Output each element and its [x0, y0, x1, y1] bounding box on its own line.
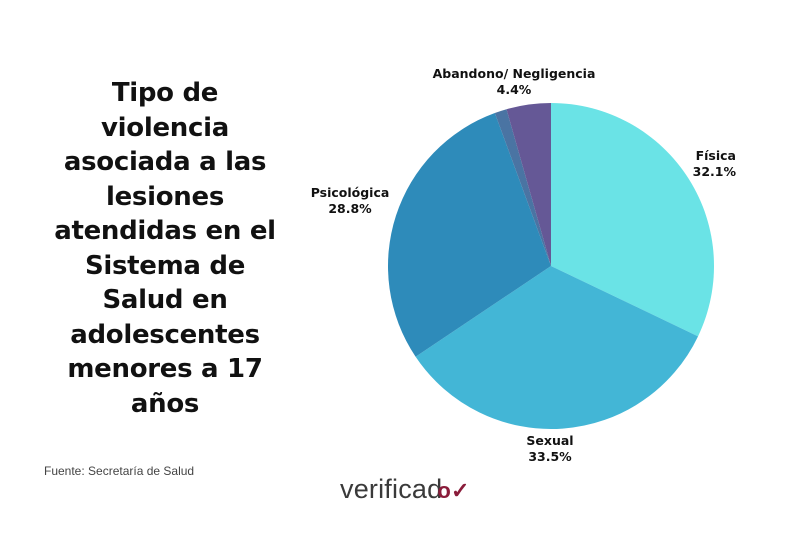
title-line: adolescentes: [70, 319, 260, 350]
label-value: 4.4%: [496, 82, 532, 97]
pie-slices: [387, 103, 714, 430]
title-line: Salud en: [102, 285, 228, 315]
pie-slice: [506, 103, 551, 266]
pie-slice: [494, 109, 551, 267]
title-line: atendidas en el: [54, 216, 276, 246]
label-fisica: Física 32.1%: [660, 148, 736, 180]
label-sexual: Sexual 33.5%: [510, 433, 590, 465]
label-psicologica: Psicológica 28.8%: [305, 185, 395, 217]
title-line: menores a 17: [67, 354, 263, 384]
label-name: Abandono/ Negligencia: [432, 66, 596, 81]
label-abandono: Abandono/ Negligencia 4.4%: [414, 66, 614, 98]
pie-slice: [551, 103, 714, 337]
label-value: 33.5%: [528, 449, 572, 464]
title-line: Tipo de: [111, 78, 219, 108]
verificado-logo: verificado✓: [340, 474, 470, 505]
pie-slice: [415, 266, 699, 430]
label-name: Sexual: [526, 433, 574, 448]
chart-title: Tipo de violencia asociada a las lesione…: [40, 76, 290, 421]
title-line: violencia: [101, 112, 229, 143]
check-icon: o✓: [437, 478, 470, 503]
logo-text: verificad: [340, 474, 443, 504]
title-line: lesiones: [105, 181, 224, 212]
title-line: asociada a las: [63, 147, 267, 177]
pie-slice: [387, 112, 551, 357]
label-value: 32.1%: [692, 164, 736, 179]
label-name: Física: [695, 148, 736, 163]
label-value: 28.8%: [328, 201, 372, 216]
label-name: Psicológica: [310, 185, 390, 200]
source-note: Fuente: Secretaría de Salud: [44, 464, 195, 478]
title-line: Sistema de: [84, 250, 246, 281]
title-line: años: [130, 388, 200, 419]
